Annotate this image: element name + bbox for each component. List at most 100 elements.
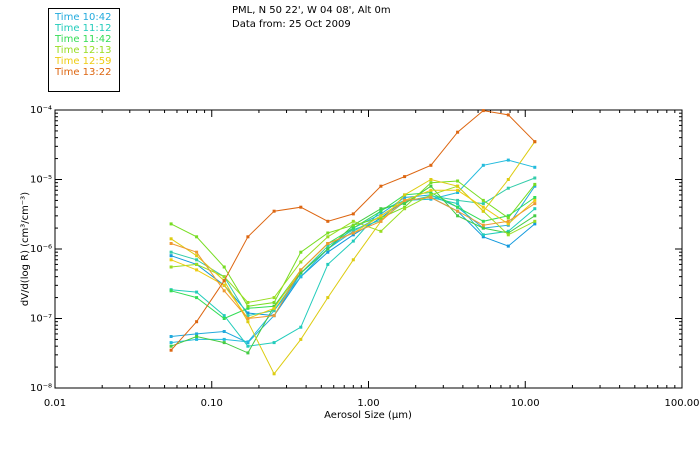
data-point <box>456 205 460 209</box>
data-point <box>222 337 226 341</box>
location-text: PML, N 50 22', W 04 08', Alt 0m <box>232 5 391 16</box>
data-point <box>169 237 173 241</box>
data-point <box>299 260 303 264</box>
data-point <box>272 209 276 213</box>
data-point <box>456 188 460 192</box>
data-point <box>481 202 485 206</box>
data-point <box>326 231 330 235</box>
data-point <box>222 314 226 318</box>
data-point <box>195 296 199 300</box>
data-point <box>195 335 199 338</box>
data-point <box>326 219 330 223</box>
data-point <box>246 311 250 315</box>
data-point <box>506 229 510 233</box>
data-point <box>246 304 250 308</box>
x-axis-label: Aerosol Size (μm) <box>324 410 412 421</box>
data-point <box>195 262 199 266</box>
data-point <box>403 207 407 211</box>
data-point <box>351 231 355 235</box>
data-point <box>246 317 250 320</box>
data-point <box>533 207 537 211</box>
data-point <box>272 314 276 318</box>
legend-item: Time 12:13 <box>55 45 112 56</box>
axis-ticks <box>54 110 683 389</box>
data-point <box>403 193 407 197</box>
data-point <box>533 140 537 144</box>
date-text: Data from: 25 Oct 2009 <box>232 19 351 30</box>
data-point <box>351 212 355 216</box>
legend-item: Time 11:12 <box>55 23 112 34</box>
data-point <box>195 290 199 294</box>
data-point <box>379 216 383 220</box>
data-point <box>429 184 433 188</box>
data-point <box>272 301 276 304</box>
data-point <box>326 250 330 254</box>
data-point <box>299 250 303 254</box>
x-tick-label: 1.00 <box>357 398 379 409</box>
legend-item: Time 10:42 <box>55 12 112 23</box>
data-point <box>222 317 226 320</box>
data-point <box>506 219 510 223</box>
data-point <box>169 250 173 254</box>
data-point <box>246 351 250 355</box>
data-point <box>456 209 460 213</box>
data-point <box>222 330 226 333</box>
y-tick-label: 10⁻⁵ <box>30 175 52 186</box>
x-tick-label: 100.00 <box>665 398 700 409</box>
data-point <box>506 233 510 237</box>
series-group <box>169 109 537 376</box>
data-point <box>506 113 510 117</box>
x-tick-label: 0.10 <box>201 398 223 409</box>
data-point <box>246 306 250 310</box>
x-tick-labels: 0.01 0.10 1.00 10.00 100.00 <box>44 398 700 409</box>
data-point <box>533 176 537 180</box>
y-tick-label: 10⁻⁶ <box>30 244 52 255</box>
data-point <box>326 242 330 245</box>
data-point <box>299 271 303 275</box>
data-point <box>195 258 199 262</box>
data-point <box>299 337 303 341</box>
data-point <box>456 191 460 194</box>
data-point <box>222 341 226 345</box>
data-point <box>533 198 537 202</box>
data-point <box>429 196 433 199</box>
plot-frame <box>54 109 683 389</box>
data-point <box>169 265 173 269</box>
y-tick-labels: 10⁻⁸ 10⁻⁷ 10⁻⁶ 10⁻⁵ 10⁻⁴ <box>30 105 52 394</box>
data-point <box>379 209 383 213</box>
data-point <box>195 337 199 341</box>
data-point <box>481 233 485 237</box>
data-point <box>481 226 485 230</box>
data-point <box>195 250 199 254</box>
x-tick-label: 10.00 <box>511 398 540 409</box>
legend-item: Time 12:59 <box>55 56 112 67</box>
data-point <box>351 223 355 227</box>
data-point <box>379 207 383 211</box>
data-point <box>429 188 433 192</box>
data-point <box>222 283 226 287</box>
data-point <box>533 214 537 218</box>
series-line <box>170 191 536 320</box>
data-point <box>222 279 226 283</box>
chart-header: PML, N 50 22', W 04 08', Alt 0m Data fro… <box>232 4 391 32</box>
data-point <box>326 262 330 266</box>
data-point <box>299 205 303 209</box>
data-point <box>533 219 537 223</box>
data-point <box>506 186 510 190</box>
data-point <box>169 289 173 293</box>
data-point <box>506 244 510 248</box>
data-point <box>403 175 407 179</box>
data-point <box>351 229 355 233</box>
data-point <box>481 198 485 202</box>
data-point <box>456 130 460 134</box>
data-point <box>533 182 537 186</box>
data-point <box>169 341 173 345</box>
data-point <box>299 268 303 272</box>
data-point <box>246 235 250 239</box>
legend-item: Time 11:42 <box>55 34 112 45</box>
legend-item: Time 13:22 <box>55 67 112 78</box>
data-point <box>379 214 383 218</box>
data-point <box>272 306 276 310</box>
data-point <box>195 254 199 258</box>
